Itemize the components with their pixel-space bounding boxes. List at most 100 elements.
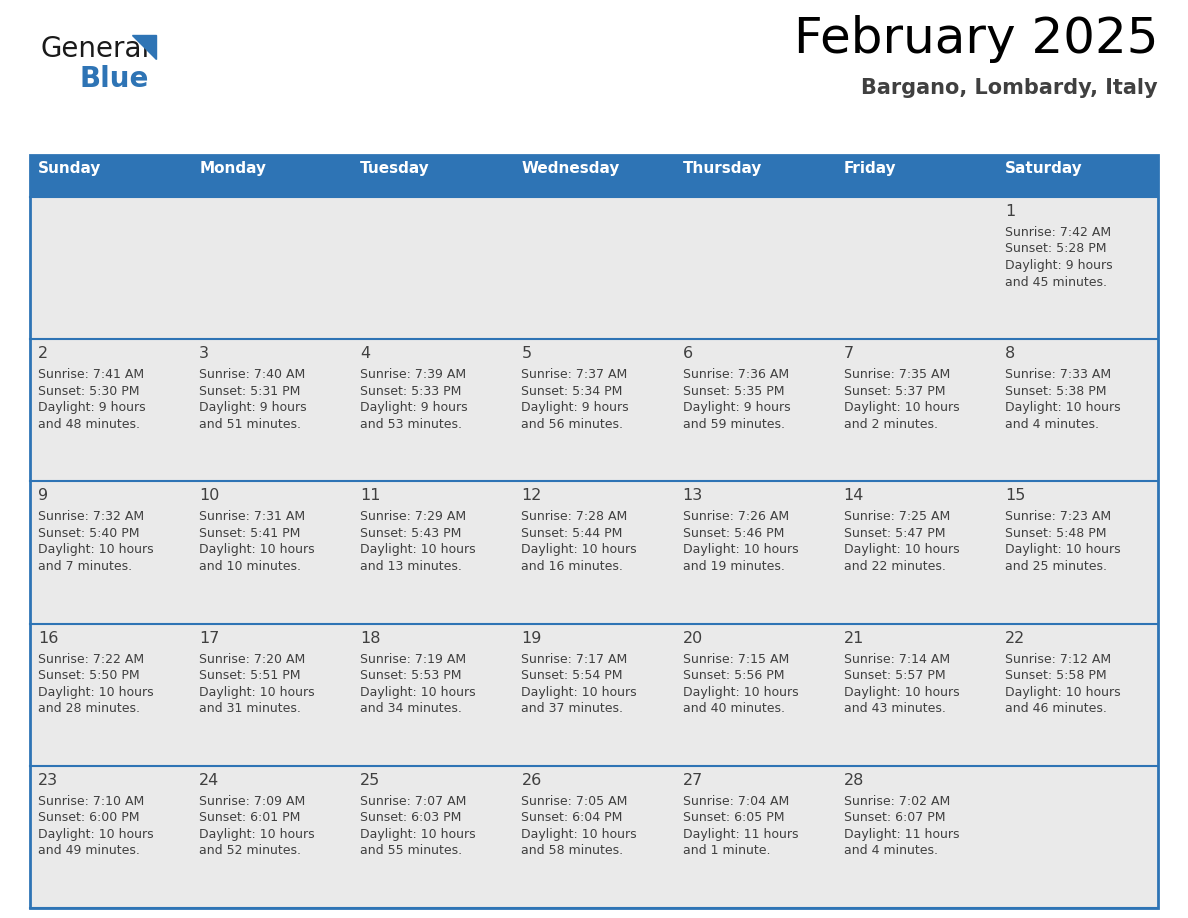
Text: and 7 minutes.: and 7 minutes. [38,560,132,573]
Text: 27: 27 [683,773,703,788]
Text: and 28 minutes.: and 28 minutes. [38,702,140,715]
Text: Sunday: Sunday [38,161,101,176]
Text: 24: 24 [200,773,220,788]
Text: 3: 3 [200,346,209,361]
Text: Sunset: 6:07 PM: Sunset: 6:07 PM [843,812,946,824]
Bar [30,481,1158,623]
Text: Sunset: 5:44 PM: Sunset: 5:44 PM [522,527,623,540]
Bar [191,155,353,197]
Text: Daylight: 10 hours: Daylight: 10 hours [843,401,960,414]
Text: Daylight: 10 hours: Daylight: 10 hours [200,686,315,699]
Text: 5: 5 [522,346,531,361]
Text: and 16 minutes.: and 16 minutes. [522,560,624,573]
Text: Sunset: 5:30 PM: Sunset: 5:30 PM [38,385,139,397]
Text: and 48 minutes.: and 48 minutes. [38,418,140,431]
Text: Daylight: 10 hours: Daylight: 10 hours [360,828,476,841]
Text: and 46 minutes.: and 46 minutes. [1005,702,1107,715]
Text: Sunset: 5:35 PM: Sunset: 5:35 PM [683,385,784,397]
Text: 26: 26 [522,773,542,788]
Text: and 49 minutes.: and 49 minutes. [38,845,140,857]
Text: Daylight: 10 hours: Daylight: 10 hours [522,828,637,841]
Text: Sunset: 5:40 PM: Sunset: 5:40 PM [38,527,139,540]
Text: Sunrise: 7:15 AM: Sunrise: 7:15 AM [683,653,789,666]
Text: and 53 minutes.: and 53 minutes. [360,418,462,431]
Text: and 4 minutes.: and 4 minutes. [843,845,937,857]
Text: 18: 18 [360,631,381,645]
Text: and 55 minutes.: and 55 minutes. [360,845,462,857]
Text: Sunrise: 7:02 AM: Sunrise: 7:02 AM [843,795,950,808]
Text: Daylight: 10 hours: Daylight: 10 hours [522,686,637,699]
Text: 4: 4 [360,346,371,361]
Text: 8: 8 [1005,346,1015,361]
Text: and 40 minutes.: and 40 minutes. [683,702,784,715]
Text: Sunrise: 7:23 AM: Sunrise: 7:23 AM [1005,510,1111,523]
Text: and 1 minute.: and 1 minute. [683,845,770,857]
Bar [513,155,675,197]
Text: and 10 minutes.: and 10 minutes. [200,560,301,573]
Text: and 31 minutes.: and 31 minutes. [200,702,301,715]
Text: 25: 25 [360,773,380,788]
Text: Sunrise: 7:40 AM: Sunrise: 7:40 AM [200,368,305,381]
Text: and 43 minutes.: and 43 minutes. [843,702,946,715]
Text: 20: 20 [683,631,703,645]
Text: and 22 minutes.: and 22 minutes. [843,560,946,573]
Text: and 4 minutes.: and 4 minutes. [1005,418,1099,431]
Text: Sunset: 5:51 PM: Sunset: 5:51 PM [200,669,301,682]
Text: Sunrise: 7:17 AM: Sunrise: 7:17 AM [522,653,627,666]
Text: Daylight: 9 hours: Daylight: 9 hours [200,401,307,414]
Text: and 58 minutes.: and 58 minutes. [522,845,624,857]
Text: Sunset: 6:04 PM: Sunset: 6:04 PM [522,812,623,824]
Text: Daylight: 10 hours: Daylight: 10 hours [1005,543,1120,556]
Text: Daylight: 10 hours: Daylight: 10 hours [200,828,315,841]
Text: 10: 10 [200,488,220,503]
Text: and 45 minutes.: and 45 minutes. [1005,275,1107,288]
Text: Sunrise: 7:37 AM: Sunrise: 7:37 AM [522,368,627,381]
Text: Daylight: 10 hours: Daylight: 10 hours [843,686,960,699]
Bar [675,155,835,197]
Text: 28: 28 [843,773,864,788]
Text: 2: 2 [38,346,49,361]
Text: and 56 minutes.: and 56 minutes. [522,418,624,431]
Text: Sunset: 5:28 PM: Sunset: 5:28 PM [1005,242,1106,255]
Text: Sunrise: 7:28 AM: Sunrise: 7:28 AM [522,510,627,523]
Text: Sunrise: 7:19 AM: Sunrise: 7:19 AM [360,653,467,666]
Text: 13: 13 [683,488,703,503]
Text: Sunrise: 7:25 AM: Sunrise: 7:25 AM [843,510,950,523]
Text: Daylight: 10 hours: Daylight: 10 hours [38,686,153,699]
Bar [997,155,1158,197]
Text: Sunset: 5:41 PM: Sunset: 5:41 PM [200,527,301,540]
Text: Sunset: 5:43 PM: Sunset: 5:43 PM [360,527,462,540]
Text: and 2 minutes.: and 2 minutes. [843,418,937,431]
Text: Friday: Friday [843,161,896,176]
Text: Sunset: 5:47 PM: Sunset: 5:47 PM [843,527,946,540]
Text: 11: 11 [360,488,381,503]
Text: Sunrise: 7:42 AM: Sunrise: 7:42 AM [1005,226,1111,239]
Text: and 52 minutes.: and 52 minutes. [200,845,301,857]
Text: Daylight: 9 hours: Daylight: 9 hours [522,401,630,414]
Text: 6: 6 [683,346,693,361]
Bar [30,339,1158,481]
Text: 7: 7 [843,346,854,361]
Text: 1: 1 [1005,204,1015,219]
Text: Sunrise: 7:05 AM: Sunrise: 7:05 AM [522,795,627,808]
Bar [30,197,1158,339]
Text: Blue: Blue [80,65,150,93]
Text: 21: 21 [843,631,864,645]
Text: Sunrise: 7:33 AM: Sunrise: 7:33 AM [1005,368,1111,381]
Text: 14: 14 [843,488,864,503]
Text: Sunset: 5:37 PM: Sunset: 5:37 PM [843,385,946,397]
Text: Sunrise: 7:26 AM: Sunrise: 7:26 AM [683,510,789,523]
Bar [835,155,997,197]
Text: February 2025: February 2025 [794,15,1158,63]
Text: General: General [40,35,150,63]
Text: Sunrise: 7:39 AM: Sunrise: 7:39 AM [360,368,467,381]
Text: and 25 minutes.: and 25 minutes. [1005,560,1107,573]
Text: Sunrise: 7:35 AM: Sunrise: 7:35 AM [843,368,950,381]
Text: Sunset: 5:57 PM: Sunset: 5:57 PM [843,669,946,682]
Text: Wednesday: Wednesday [522,161,620,176]
Text: Monday: Monday [200,161,266,176]
Text: 19: 19 [522,631,542,645]
Text: Tuesday: Tuesday [360,161,430,176]
Text: 12: 12 [522,488,542,503]
Bar [30,155,1158,908]
